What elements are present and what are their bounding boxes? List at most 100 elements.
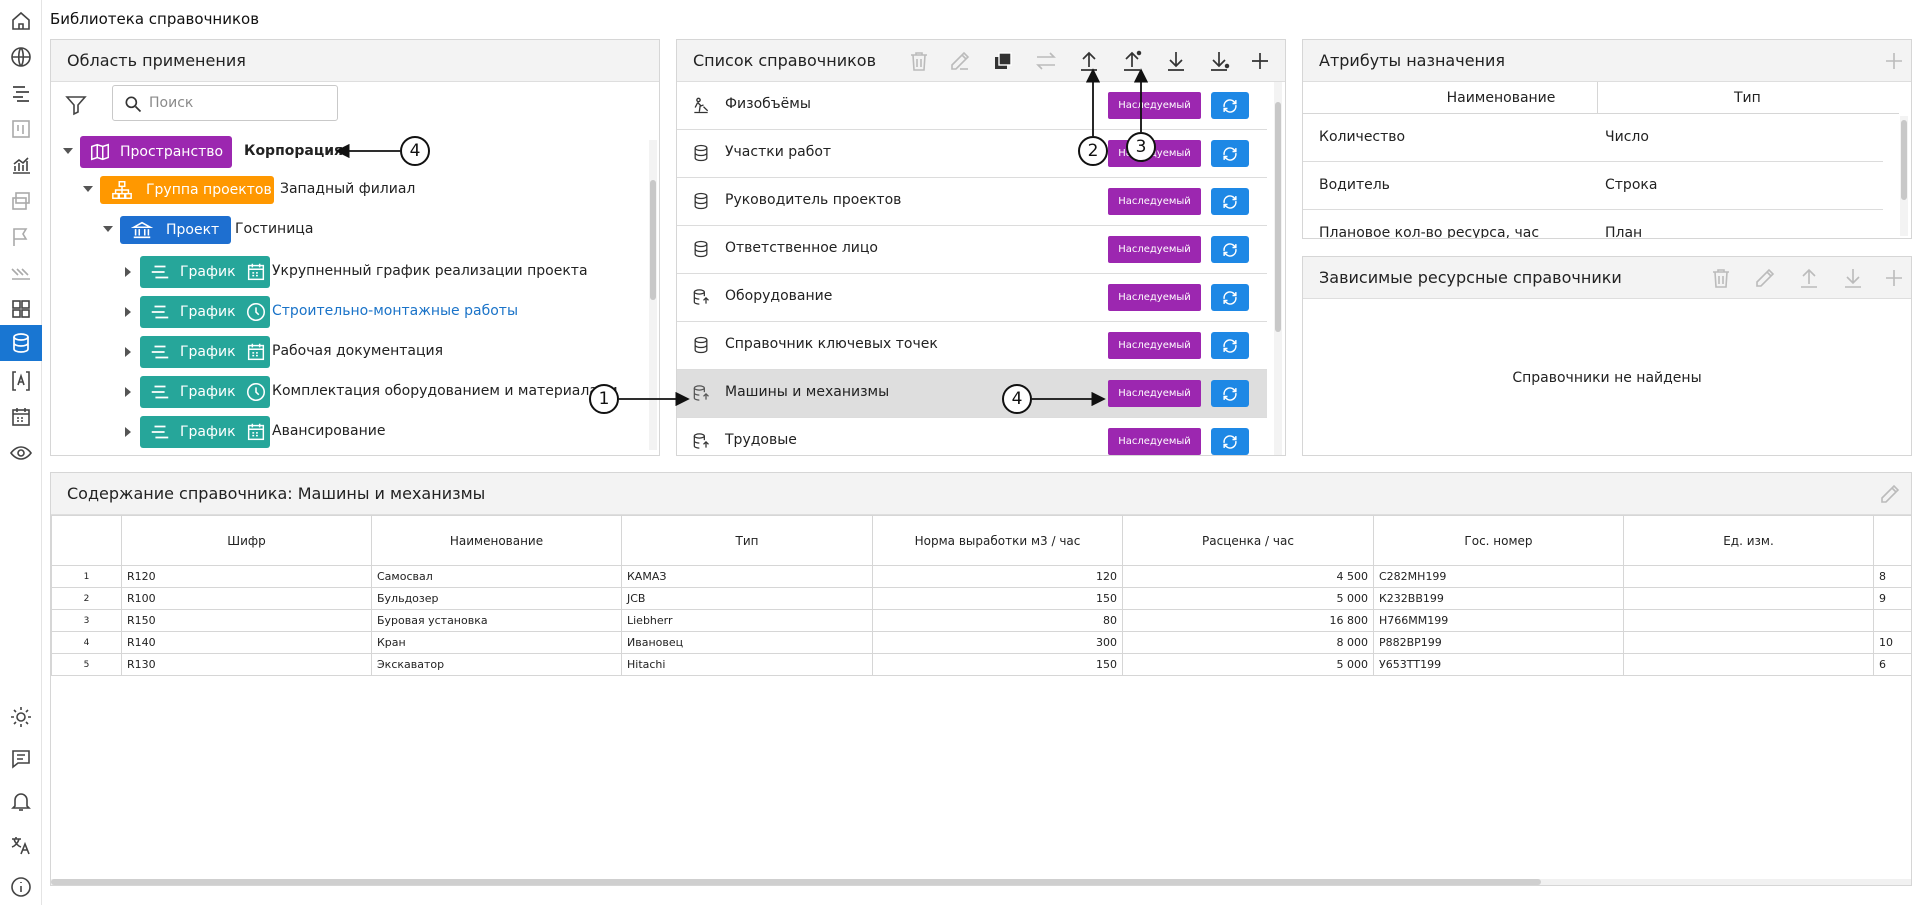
chart-icon[interactable]: [4, 148, 38, 182]
sync-button[interactable]: [1211, 332, 1249, 359]
tree-node-schedule[interactable]: График Строительно-монтажные работы: [51, 296, 651, 328]
sync-button[interactable]: [1211, 236, 1249, 263]
sync-button[interactable]: [1211, 92, 1249, 119]
list-item[interactable]: Руководитель проектов Наследуемый: [677, 178, 1267, 226]
edit-icon[interactable]: [1752, 265, 1778, 291]
list-item[interactable]: Справочник ключевых точек Наследуемый: [677, 322, 1267, 370]
column-header-plate[interactable]: Гос. номер: [1373, 515, 1624, 566]
list-item[interactable]: Трудовые Наследуемый: [677, 418, 1267, 455]
tree-scrollbar[interactable]: [649, 140, 657, 450]
cell-output-rate[interactable]: 300: [872, 631, 1123, 654]
expand-caret[interactable]: [125, 387, 131, 397]
bell-icon[interactable]: [4, 784, 38, 818]
stripes-icon[interactable]: [4, 256, 38, 290]
cell-type[interactable]: Liebherr: [621, 609, 873, 632]
cell-name[interactable]: Самосвал: [371, 565, 622, 588]
tree-node-space[interactable]: Пространство Корпорация: [51, 136, 651, 168]
cell-output-rate[interactable]: 150: [872, 587, 1123, 610]
table-row[interactable]: 2 R100 Бульдозер JCB 150 5 000 К232ВВ199…: [51, 587, 1911, 610]
table-row[interactable]: 1 R120 Самосвал КАМАЗ 120 4 500 С282МН19…: [51, 565, 1911, 588]
tree-node-schedule[interactable]: График Авансирование: [51, 416, 651, 448]
globe-icon[interactable]: [4, 40, 38, 74]
column-header-extra[interactable]: [1873, 515, 1911, 566]
sun-icon[interactable]: [4, 700, 38, 734]
table-row[interactable]: 4 R140 Кран Ивановец 300 8 000 Р882ВР199…: [51, 631, 1911, 654]
download-icon[interactable]: [1840, 265, 1866, 291]
expand-caret[interactable]: [125, 307, 131, 317]
tree-node-schedule[interactable]: График Комплектация оборудованием и мате…: [51, 376, 651, 408]
info-icon[interactable]: [4, 870, 38, 904]
table-row[interactable]: Плановое кол-во ресурса, час План: [1303, 210, 1883, 238]
sync-button[interactable]: [1211, 284, 1249, 311]
upload-star-icon[interactable]: [1119, 48, 1145, 74]
delete-icon[interactable]: [906, 48, 932, 74]
cell-output-rate[interactable]: 80: [872, 609, 1123, 632]
expand-caret[interactable]: [125, 347, 131, 357]
column-header-name[interactable]: Наименование: [371, 515, 622, 566]
list-item[interactable]: Ответственное лицо Наследуемый: [677, 226, 1267, 274]
text-frame-icon[interactable]: [4, 364, 38, 398]
table-row[interactable]: Количество Число: [1303, 114, 1883, 162]
tree-node-project[interactable]: Проект Гостиница: [51, 216, 651, 248]
column-header-output-rate[interactable]: Норма выработки м3 / час: [872, 515, 1123, 566]
gantt-icon[interactable]: [4, 76, 38, 110]
tree-node-group[interactable]: Группа проектов Западный филиал: [51, 176, 651, 208]
cell-name[interactable]: Кран: [371, 631, 622, 654]
download-star-icon[interactable]: [1206, 48, 1232, 74]
cell-rate[interactable]: 8 000: [1122, 631, 1374, 654]
sync-button[interactable]: [1211, 380, 1249, 407]
edit-icon[interactable]: [947, 48, 973, 74]
cell-code[interactable]: R100: [121, 587, 372, 610]
table-row[interactable]: Водитель Строка: [1303, 162, 1883, 210]
grid-icon[interactable]: [4, 292, 38, 326]
cell-extra[interactable]: 9: [1873, 587, 1911, 610]
list-item-selected[interactable]: Машины и механизмы Наследуемый: [677, 370, 1267, 418]
cell-unit[interactable]: [1623, 609, 1874, 632]
cell-output-rate[interactable]: 120: [872, 565, 1123, 588]
cell-rate[interactable]: 4 500: [1122, 565, 1374, 588]
flag-icon[interactable]: [4, 220, 38, 254]
cell-type[interactable]: JCB: [621, 587, 873, 610]
cell-unit[interactable]: [1623, 565, 1874, 588]
plus-icon[interactable]: [1247, 48, 1273, 74]
swap-icon[interactable]: [1033, 48, 1059, 74]
cell-plate[interactable]: С282МН199: [1373, 565, 1624, 588]
collapse-caret[interactable]: [103, 226, 113, 232]
plus-icon[interactable]: [1881, 265, 1907, 291]
expand-caret[interactable]: [125, 427, 131, 437]
cell-output-rate[interactable]: 150: [872, 653, 1123, 676]
column-header-rate[interactable]: Расценка / час: [1122, 515, 1374, 566]
download-icon[interactable]: [1163, 48, 1189, 74]
expand-caret[interactable]: [125, 267, 131, 277]
tree-node-schedule[interactable]: График Укрупненный график реализации про…: [51, 256, 651, 288]
sync-button[interactable]: [1211, 140, 1249, 167]
cell-type[interactable]: Hitachi: [621, 653, 873, 676]
translate-icon[interactable]: [4, 828, 38, 862]
list-item[interactable]: Физобъёмы Наследуемый: [677, 82, 1267, 130]
attributes-scrollbar[interactable]: [1900, 116, 1908, 236]
cell-code[interactable]: R140: [121, 631, 372, 654]
cell-extra[interactable]: [1873, 609, 1911, 632]
cell-code[interactable]: R120: [121, 565, 372, 588]
cell-rate[interactable]: 5 000: [1122, 587, 1374, 610]
copy-icon[interactable]: [990, 48, 1016, 74]
delete-icon[interactable]: [1708, 265, 1734, 291]
cell-plate[interactable]: Н766ММ199: [1373, 609, 1624, 632]
edit-icon[interactable]: [1877, 481, 1903, 507]
database-icon[interactable]: [0, 325, 42, 361]
upload-icon[interactable]: [1796, 265, 1822, 291]
filter-icon[interactable]: [61, 88, 91, 122]
collapse-caret[interactable]: [63, 148, 73, 154]
cell-code[interactable]: R130: [121, 653, 372, 676]
cell-plate[interactable]: К232ВВ199: [1373, 587, 1624, 610]
list-item[interactable]: Оборудование Наследуемый: [677, 274, 1267, 322]
cell-unit[interactable]: [1623, 587, 1874, 610]
windows-icon[interactable]: [4, 184, 38, 218]
board-icon[interactable]: [4, 112, 38, 146]
cell-rate[interactable]: 5 000: [1122, 653, 1374, 676]
cell-code[interactable]: R150: [121, 609, 372, 632]
collapse-caret[interactable]: [83, 186, 93, 192]
cell-rate[interactable]: 16 800: [1122, 609, 1374, 632]
cell-extra[interactable]: 8: [1873, 565, 1911, 588]
column-header-unit[interactable]: Ед. изм.: [1623, 515, 1874, 566]
